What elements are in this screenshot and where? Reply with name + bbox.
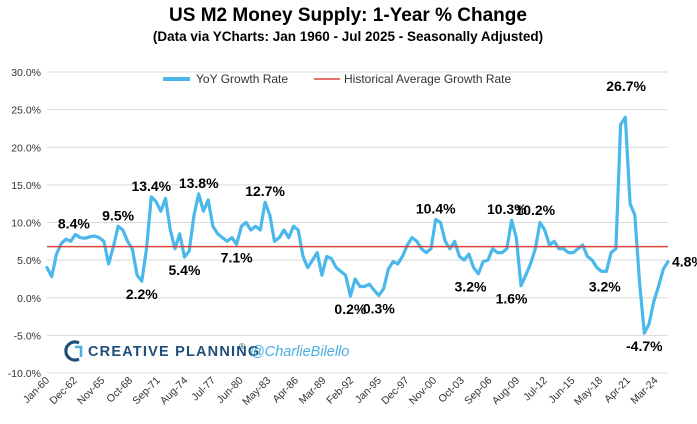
data-label: 9.5% [102,207,134,223]
data-label: 3.2% [589,279,621,295]
x-tick-label: Apr-86 [270,375,301,406]
author-handle: @CharlieBilello [250,344,349,360]
series-line-yoy-growth-rate [45,115,670,335]
y-tick-label: 5.0% [17,255,41,267]
x-tick-label: Oct-03 [436,375,467,406]
chart-subtitle: (Data via YCharts: Jan 1960 - Jul 2025 -… [153,29,543,44]
data-label: -4.7% [626,338,663,354]
x-tick-label: Mar-89 [297,375,329,407]
annotations: 8.4% 9.5% 2.2% 13.4% 13.8% 5.4% 7.1% 12.7% 0.2%0… [58,78,697,354]
grid [47,71,668,374]
y-tick-label: 0.0% [17,293,41,305]
y-tick-label: -10.0% [8,368,41,380]
y-tick-label: 25.0% [11,105,41,117]
data-label: 13.4% [131,178,171,194]
data-label: 26.7% [606,78,646,94]
x-tick-label: Sep-06 [462,375,495,408]
creative-planning-logo-icon [64,340,83,362]
data-label: 5.4% [169,262,201,278]
x-tick-label: Oct-68 [104,375,135,406]
x-tick-label: May-18 [572,375,605,408]
legend-label-average: Historical Average Growth Rate [344,72,512,86]
legend-label-yoy: YoY Growth Rate [196,72,288,86]
data-label: 1.6% [496,291,528,307]
data-label: 10.4% [416,200,456,216]
x-tick-label: Dec-97 [379,375,412,408]
x-tick-label: May-83 [240,375,273,408]
y-tick-label: 30.0% [11,67,41,79]
x-tick-label: Mar-24 [628,375,660,407]
x-tick-label: Dec-62 [47,375,80,408]
data-label: 2.2% [126,286,158,302]
data-label: 8.4% [58,216,90,232]
x-tick-label: Sep-71 [130,375,163,408]
data-label: 13.8% [179,175,219,191]
data-label: 3.2% [455,279,487,295]
x-tick-label: Jul-12 [521,375,550,404]
chart-title: US M2 Money Supply: 1-Year % Change [169,5,527,26]
x-tick-label: Nov-00 [407,375,440,408]
brand-registered-mark: ® [239,342,245,351]
x-tick-label: Jul-77 [189,375,218,404]
x-tick-label: Aug-74 [158,375,191,408]
y-axis: 30.0% 25.0% 20.0% 15.0% 10.0% 5.0% 0.0% -5.0% -1… [8,67,41,380]
y-tick-label: 15.0% [11,180,41,192]
data-label: 4.8% [672,254,697,270]
data-label: 0.3% [363,300,395,316]
x-tick-label: Jan-95 [353,375,384,406]
data-label: 0.2% [334,301,366,317]
y-tick-label: 10.0% [11,218,41,230]
x-tick-label: Nov-65 [75,375,108,408]
y-tick-label: 20.0% [11,142,41,154]
brand-block: CREATIVE PLANNING ® @CharlieBilello [64,340,349,362]
y-tick-label: -5.0% [14,330,41,342]
data-label: 10.2% [515,202,555,218]
data-label: 10.3% [487,201,527,217]
data-label: 12.7% [245,183,285,199]
series-group [45,115,670,335]
x-tick-label: Aug-09 [490,375,523,408]
x-axis: Jan-60Dec-62Nov-65Oct-68Sep-71Aug-74Jul-… [21,375,661,408]
x-tick-label: Feb-92 [324,375,356,407]
x-tick-label: Apr-21 [602,375,633,406]
legend: YoY Growth Rate Historical Average Growt… [163,72,512,86]
brand-name: CREATIVE PLANNING [88,344,260,360]
data-label: 7.1% [221,249,253,265]
